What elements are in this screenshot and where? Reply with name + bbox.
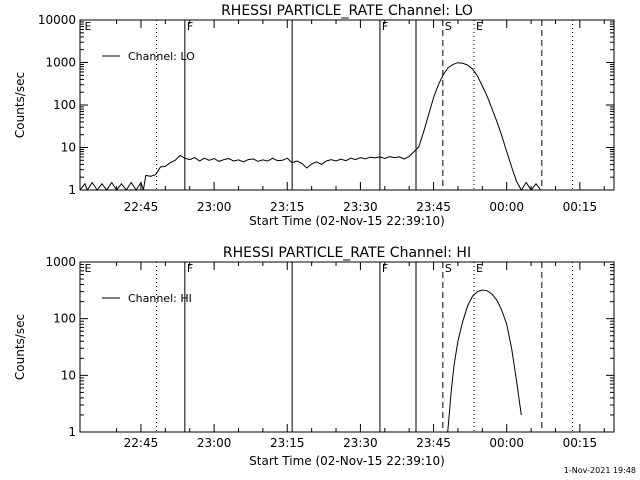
x-tick-label: 22:45 (124, 436, 159, 450)
x-axis-label: Start Time (02-Nov-15 22:39:10) (249, 214, 445, 228)
legend-label: Channel: HI (128, 292, 192, 305)
chart-title: RHESSI PARTICLE_RATE Channel: LO (221, 3, 473, 19)
x-tick-label: 23:45 (416, 436, 451, 450)
event-marker-label: E (84, 20, 91, 33)
x-tick-label: 23:15 (270, 200, 305, 214)
x-tick-label: 23:45 (416, 200, 451, 214)
y-tick-label: 100 (53, 312, 76, 326)
x-axis-label: Start Time (02-Nov-15 22:39:10) (249, 454, 445, 468)
event-marker-label: F (187, 20, 193, 33)
y-tick-label: 1000 (45, 56, 76, 70)
event-marker-label: S (445, 20, 452, 33)
y-axis-label: Counts/sec (13, 314, 27, 380)
x-tick-label: 00:00 (489, 200, 524, 214)
event-marker-label: E (476, 262, 483, 275)
x-tick-label: 00:15 (563, 200, 598, 214)
event-marker-label: F (187, 262, 193, 275)
event-marker-label: F (382, 262, 388, 275)
y-axis-label: Counts/sec (13, 72, 27, 138)
series-line (79, 62, 585, 192)
footer-timestamp: 1-Nov-2021 19:48 (563, 466, 636, 475)
event-marker-label: E (84, 262, 91, 275)
plot-frame (79, 19, 615, 191)
x-tick-label: 23:30 (343, 200, 378, 214)
chart-panel-2: RHESSI PARTICLE_RATE Channel: HI 1 10 100 10… (13, 245, 615, 468)
x-tick-label: 22:45 (124, 200, 159, 214)
y-tick-label: 1 (68, 425, 76, 439)
x-tick-label: 23:15 (270, 436, 305, 450)
y-tick-label: 10000 (38, 13, 76, 27)
event-marker-label: S (445, 262, 452, 275)
y-tick-label: 1 (68, 183, 76, 197)
y-tick-label: 10 (61, 141, 76, 155)
legend-label: Channel: LO (128, 50, 195, 63)
event-marker-label: E (476, 20, 483, 33)
x-tick-label: 00:00 (489, 436, 524, 450)
plot-frame (79, 261, 615, 433)
series-line (447, 289, 522, 433)
x-tick-label: 23:00 (197, 200, 232, 214)
x-tick-label: 00:15 (563, 436, 598, 450)
chart-title: RHESSI PARTICLE_RATE Channel: HI (223, 245, 471, 261)
y-tick-label: 1000 (45, 255, 76, 269)
chart-panel-1: RHESSI PARTICLE_RATE Channel: LO 1 10 100 10… (13, 3, 615, 228)
y-tick-label: 10 (61, 368, 76, 382)
x-tick-label: 23:00 (197, 436, 232, 450)
x-tick-label: 23:30 (343, 436, 378, 450)
event-marker-label: F (382, 20, 388, 33)
y-tick-label: 100 (53, 98, 76, 112)
